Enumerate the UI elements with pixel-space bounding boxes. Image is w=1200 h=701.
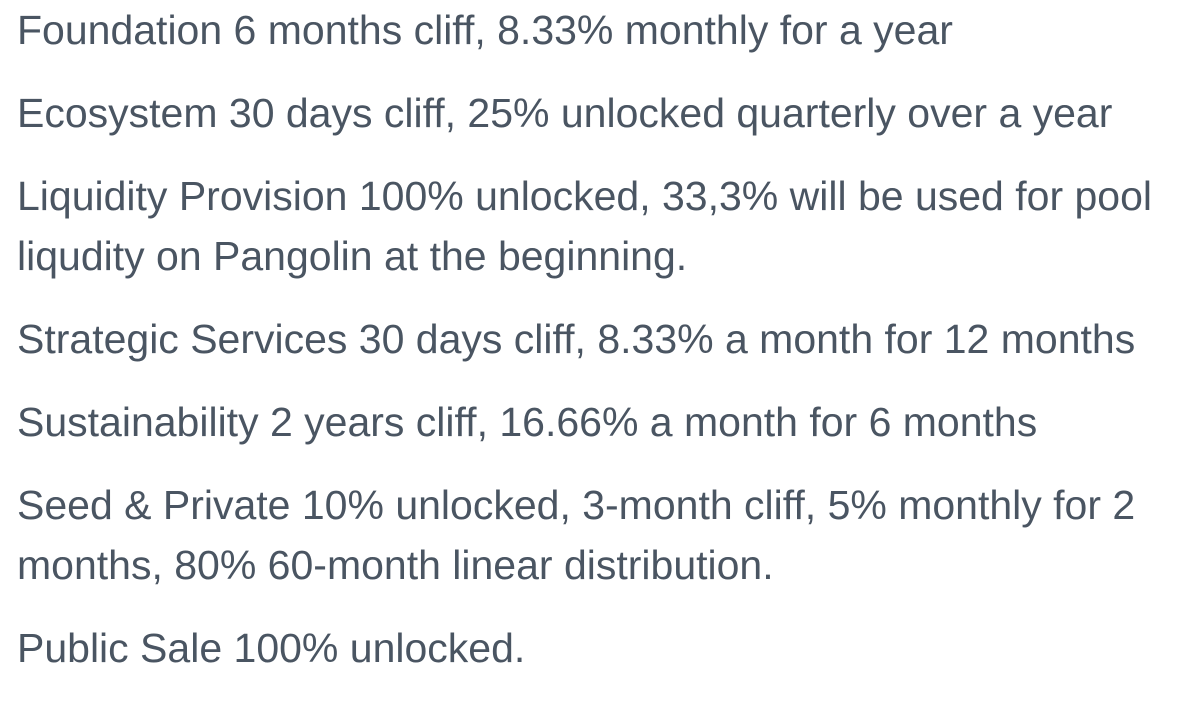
vesting-line: Ecosystem 30 days cliff, 25% unlocked qu…	[17, 90, 1113, 136]
vesting-line: Strategic Services 30 days cliff, 8.33% …	[17, 316, 1136, 362]
vesting-line: Public Sale 100% unlocked.	[17, 625, 526, 671]
vesting-line: Foundation 6 months cliff, 8.33% monthly…	[17, 7, 953, 53]
vesting-line: Liquidity Provision 100% unlocked, 33,3%…	[17, 173, 1153, 219]
paragraph-liquidity-provision: Liquidity Provision 100% unlocked, 33,3%…	[17, 166, 1200, 286]
paragraph-public-sale: Public Sale 100% unlocked.	[17, 618, 1200, 678]
vesting-line: liqudity on Pangolin at the beginning.	[17, 233, 688, 279]
paragraph-ecosystem: Ecosystem 30 days cliff, 25% unlocked qu…	[17, 83, 1200, 143]
vesting-line: months, 80% 60-month linear distribution…	[17, 542, 774, 588]
vesting-line: Seed & Private 10% unlocked, 3-month cli…	[17, 482, 1136, 528]
paragraph-sustainability: Sustainability 2 years cliff, 16.66% a m…	[17, 392, 1200, 452]
vesting-schedule-text-block: Foundation 6 months cliff, 8.33% monthly…	[17, 0, 1200, 678]
vesting-line: Sustainability 2 years cliff, 16.66% a m…	[17, 399, 1038, 445]
paragraph-foundation: Foundation 6 months cliff, 8.33% monthly…	[17, 0, 1200, 60]
paragraph-strategic-services: Strategic Services 30 days cliff, 8.33% …	[17, 309, 1200, 369]
paragraph-seed-private: Seed & Private 10% unlocked, 3-month cli…	[17, 475, 1200, 595]
